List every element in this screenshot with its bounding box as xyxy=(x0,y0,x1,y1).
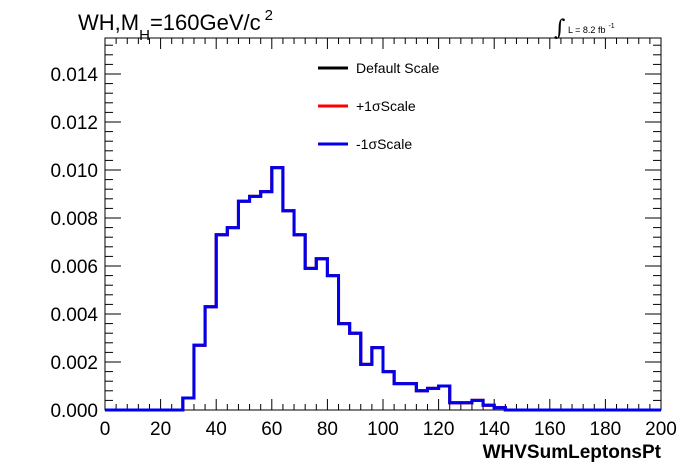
x-tick-label: 200 xyxy=(645,419,677,440)
series-line-3 xyxy=(105,166,661,412)
chart-title-subscript: H xyxy=(139,27,150,44)
legend: Default Scale +1σScale -1σScale xyxy=(318,60,439,152)
chart-title-rest: =160GeV/c xyxy=(150,10,261,35)
y-tick-label: 0.006 xyxy=(50,257,98,278)
chart-title: WH,MH=160GeV/c 2 xyxy=(78,7,273,44)
y-axis: 0.000 0.002 0.004 0.006 0.008 0.010 0.012 0.014 xyxy=(50,44,661,422)
x-tick-label: 160 xyxy=(534,419,566,440)
legend-label: +1σScale xyxy=(356,98,416,114)
y-tick-label: 0.010 xyxy=(50,161,98,182)
legend-label: -1σScale xyxy=(356,136,412,152)
x-tick-label: 140 xyxy=(478,419,510,440)
x-tick-label: 100 xyxy=(367,419,399,440)
x-tick-label: 80 xyxy=(317,419,338,440)
chart-title-superscript: 2 xyxy=(265,7,273,24)
x-tick-label: 20 xyxy=(150,419,171,440)
y-tick-label: 0.002 xyxy=(50,353,98,374)
x-tick-label: 60 xyxy=(261,419,282,440)
y-tick-label: 0.012 xyxy=(50,113,98,134)
y-tick-label: 0.000 xyxy=(50,401,98,422)
lumi-integral: ∫ xyxy=(554,16,566,41)
lumi-superscript: -1 xyxy=(608,23,614,30)
x-tick-label: 0 xyxy=(100,419,111,440)
x-tick-label: 120 xyxy=(423,419,455,440)
legend-label: Default Scale xyxy=(356,60,439,76)
chart-title-main: WH,M xyxy=(78,10,139,35)
lumi-label: L = 8.2 fb -1 xyxy=(568,23,615,35)
x-axis-title: WHVSumLeptonsPt xyxy=(483,442,662,463)
y-tick-label: 0.008 xyxy=(50,209,98,230)
y-tick-label: 0.004 xyxy=(50,305,98,326)
y-tick-label: 0.014 xyxy=(50,65,98,86)
x-tick-label: 40 xyxy=(206,419,227,440)
x-tick-label: 180 xyxy=(590,419,622,440)
series-layer xyxy=(105,166,661,412)
lumi-text: L = 8.2 fb xyxy=(568,25,605,35)
